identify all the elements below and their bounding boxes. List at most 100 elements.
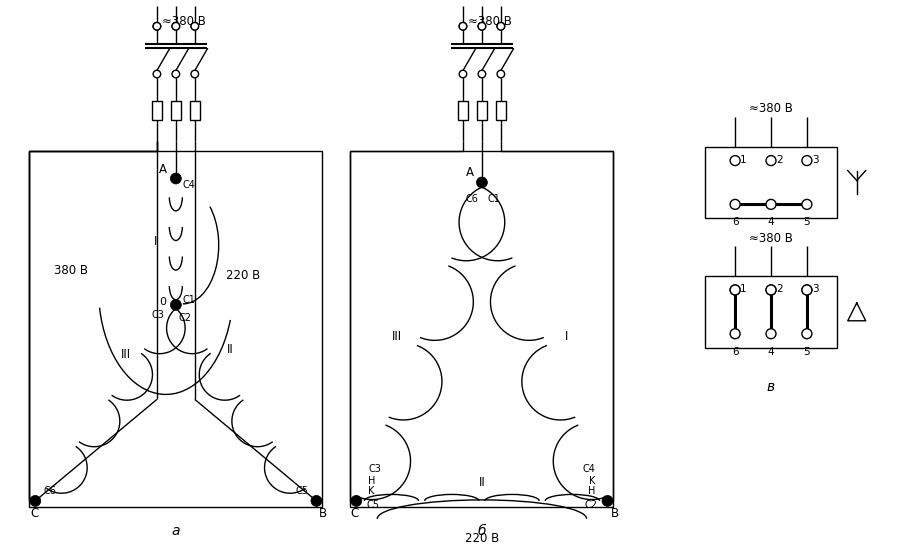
Circle shape [478, 22, 486, 30]
Text: 4: 4 [768, 217, 774, 227]
Text: III: III [121, 348, 131, 361]
Text: C5: C5 [366, 500, 379, 510]
Bar [350, 151, 614, 507]
Text: II: II [479, 477, 485, 489]
Bar [477, 101, 487, 120]
Circle shape [730, 285, 740, 295]
Text: C: C [31, 507, 39, 520]
Bar [152, 101, 162, 120]
Circle shape [730, 156, 740, 166]
Circle shape [310, 496, 322, 506]
Text: III: III [392, 330, 402, 343]
Text: 1: 1 [740, 284, 747, 294]
Text: C3: C3 [368, 464, 381, 474]
Text: 5: 5 [804, 347, 810, 357]
Circle shape [191, 70, 199, 78]
Circle shape [497, 22, 505, 30]
Circle shape [478, 22, 486, 30]
Text: B: B [610, 507, 618, 520]
Text: C2: C2 [179, 313, 192, 323]
Bar [496, 101, 506, 120]
Text: 6: 6 [732, 217, 738, 227]
Text: 3: 3 [812, 284, 818, 294]
Circle shape [766, 329, 776, 339]
Text: C6: C6 [465, 194, 478, 204]
Text: 1: 1 [740, 155, 747, 165]
Circle shape [153, 70, 161, 78]
Text: 0: 0 [159, 297, 166, 307]
Text: I: I [154, 235, 157, 248]
Text: 380 В: 380 В [54, 264, 88, 277]
Text: I: I [565, 330, 568, 343]
Text: C6: C6 [43, 486, 56, 496]
Text: 2: 2 [776, 284, 783, 294]
Text: C2: C2 [584, 500, 598, 510]
Circle shape [172, 22, 180, 30]
Bar [706, 276, 837, 348]
Circle shape [172, 22, 180, 30]
Text: в: в [767, 380, 775, 394]
Text: 2: 2 [776, 155, 783, 165]
Circle shape [30, 496, 40, 506]
Circle shape [602, 496, 613, 506]
Text: ≈380 В: ≈380 В [749, 232, 793, 245]
Text: C4: C4 [582, 464, 596, 474]
Circle shape [497, 22, 505, 30]
Text: C3: C3 [151, 310, 164, 320]
Circle shape [802, 156, 812, 166]
Circle shape [172, 70, 180, 78]
Circle shape [476, 177, 488, 188]
Text: а: а [172, 524, 180, 538]
Text: ≈380 В: ≈380 В [162, 15, 206, 28]
Bar [190, 101, 200, 120]
Circle shape [802, 199, 812, 209]
Text: C5: C5 [295, 486, 309, 496]
Circle shape [170, 173, 181, 184]
Text: K: K [368, 486, 374, 496]
Text: K: K [590, 476, 596, 486]
Text: 220 В: 220 В [226, 269, 260, 282]
Text: B: B [320, 507, 328, 520]
Circle shape [351, 496, 362, 506]
Text: A: A [466, 166, 474, 179]
Circle shape [153, 22, 161, 30]
Circle shape [459, 22, 467, 30]
Text: б: б [478, 524, 486, 538]
Text: C4: C4 [183, 180, 195, 190]
Bar [458, 101, 468, 120]
Circle shape [766, 285, 776, 295]
Text: ≈380 В: ≈380 В [468, 15, 512, 28]
Text: 3: 3 [812, 155, 818, 165]
Circle shape [802, 285, 812, 295]
Text: 220 В: 220 В [464, 532, 499, 545]
Circle shape [191, 22, 199, 30]
Bar [706, 147, 837, 218]
Text: H: H [368, 476, 375, 486]
Text: C1: C1 [183, 295, 195, 305]
Circle shape [802, 285, 812, 295]
Text: C: C [350, 507, 358, 520]
Text: C1: C1 [488, 194, 500, 204]
Text: H: H [589, 486, 596, 496]
Text: 6: 6 [732, 347, 738, 357]
Circle shape [191, 22, 199, 30]
Circle shape [478, 70, 486, 78]
Text: 4: 4 [768, 347, 774, 357]
Circle shape [766, 285, 776, 295]
Circle shape [730, 329, 740, 339]
Text: A: A [159, 163, 166, 176]
Circle shape [766, 156, 776, 166]
Text: ≈380 В: ≈380 В [749, 102, 793, 115]
Text: 5: 5 [804, 217, 810, 227]
Circle shape [459, 70, 467, 78]
Bar [30, 151, 322, 507]
Bar [171, 101, 181, 120]
Circle shape [730, 285, 740, 295]
Circle shape [802, 329, 812, 339]
Text: II: II [228, 343, 234, 356]
Circle shape [730, 199, 740, 209]
Circle shape [153, 22, 161, 30]
Circle shape [497, 70, 505, 78]
Circle shape [170, 300, 181, 310]
Circle shape [766, 199, 776, 209]
